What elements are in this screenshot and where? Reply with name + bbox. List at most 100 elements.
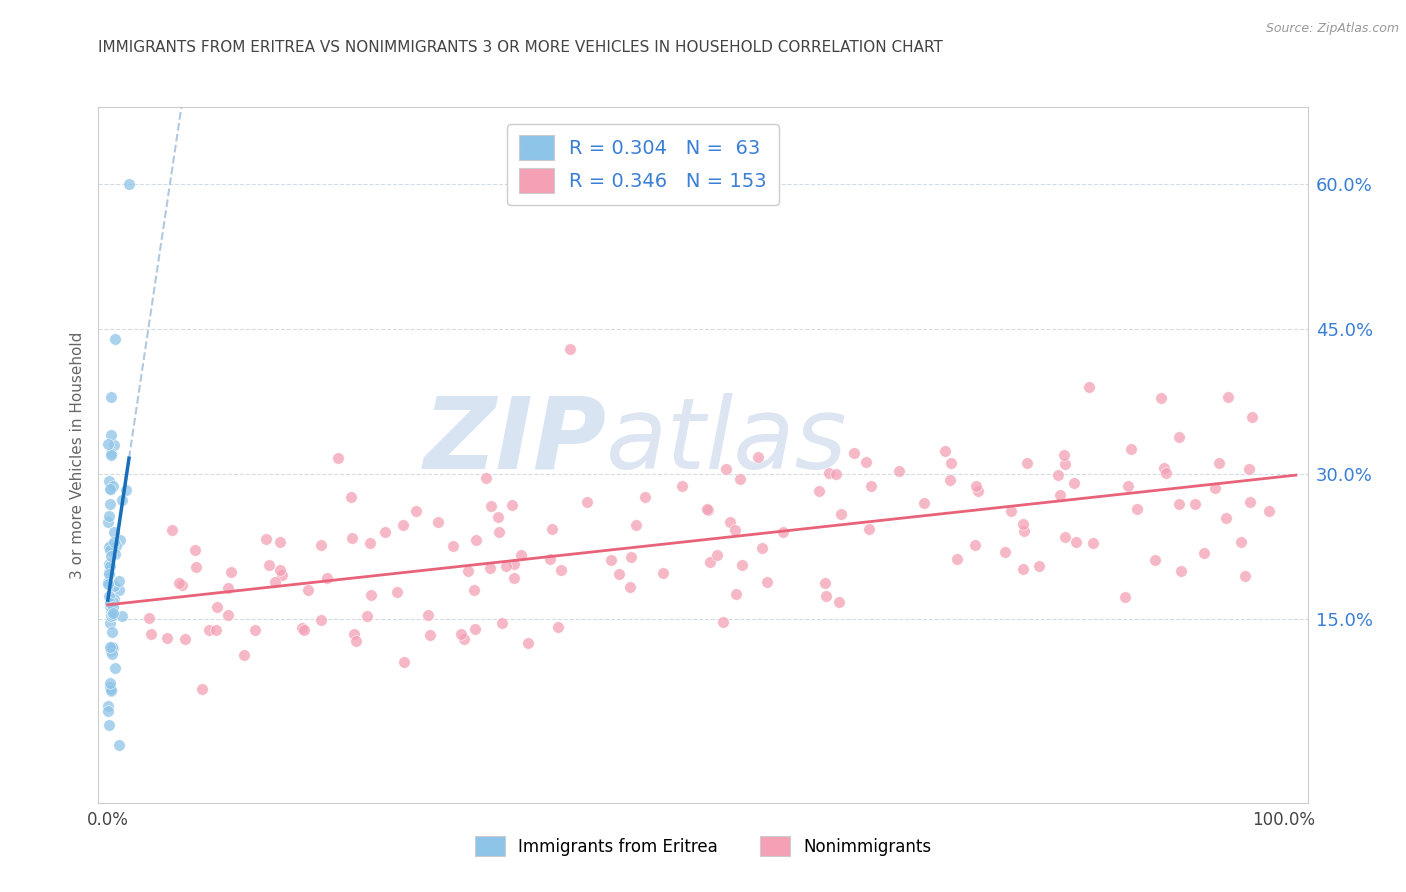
Point [100,549,122,564]
Point [1012,524,1035,538]
Text: Source: ZipAtlas.com: Source: ZipAtlas.com [1265,22,1399,36]
Point [97,437,120,451]
Point [1233,569,1256,583]
Point [100,428,122,442]
Point [464,622,486,636]
Point [356,608,378,623]
Point [416,607,439,622]
Legend: Immigrants from Eritrea, Nonimmigrants: Immigrants from Eritrea, Nonimmigrants [467,828,939,864]
Point [827,595,849,609]
Point [98,558,121,573]
Point [98,640,121,654]
Point [963,538,986,552]
Point [830,507,852,521]
Point [100,445,122,459]
Point [1239,495,1261,509]
Point [184,560,207,574]
Point [101,599,124,614]
Point [994,545,1017,559]
Point [575,495,598,509]
Point [1126,502,1149,516]
Point [652,566,675,580]
Point [291,621,314,635]
Point [1192,546,1215,560]
Point [98,676,121,690]
Point [98,718,121,732]
Point [858,522,880,536]
Point [706,548,728,562]
Point [517,636,540,650]
Point [1077,380,1099,394]
Point [100,684,122,698]
Point [174,632,197,646]
Point [699,555,721,569]
Point [711,615,734,629]
Point [912,496,935,510]
Point [457,564,479,578]
Point [97,577,120,591]
Point [725,587,748,601]
Point [101,479,124,493]
Point [503,557,526,571]
Point [609,566,631,581]
Point [1170,564,1192,578]
Point [297,582,319,597]
Point [104,332,127,346]
Point [634,490,657,504]
Point [392,518,415,533]
Point [98,599,121,613]
Point [887,464,910,478]
Point [104,660,127,674]
Point [1054,530,1077,544]
Point [453,632,475,646]
Point [100,596,122,610]
Point [97,516,120,530]
Point [103,606,125,620]
Point [1216,390,1239,404]
Point [619,580,641,594]
Point [101,595,124,609]
Point [624,518,647,533]
Point [108,574,131,588]
Text: ZIP: ZIP [423,392,606,490]
Text: atlas: atlas [606,392,848,490]
Point [100,647,122,661]
Point [600,553,623,567]
Point [97,575,120,590]
Point [198,624,221,638]
Point [97,565,120,579]
Point [967,484,990,499]
Point [110,533,132,547]
Point [495,559,517,574]
Point [105,539,128,553]
Point [844,446,866,460]
Point [965,479,987,493]
Point [419,628,441,642]
Text: IMMIGRANTS FROM ERITREA VS NONIMMIGRANTS 3 OR MORE VEHICLES IN HOUSEHOLD CORRELA: IMMIGRANTS FROM ERITREA VS NONIMMIGRANTS… [98,40,943,55]
Point [1047,467,1070,482]
Point [818,466,841,480]
Point [103,525,125,540]
Point [538,552,561,566]
Point [755,574,778,589]
Point [269,563,291,577]
Point [671,479,693,493]
Point [808,483,831,498]
Point [938,473,960,487]
Point [360,589,382,603]
Point [1215,511,1237,525]
Point [1240,409,1263,424]
Point [550,563,572,577]
Point [509,548,531,562]
Point [560,342,582,356]
Point [98,615,121,630]
Point [1011,516,1033,531]
Point [243,623,266,637]
Point [1116,478,1139,492]
Point [183,543,205,558]
Point [204,623,226,637]
Point [264,574,287,589]
Point [1066,534,1088,549]
Point [479,561,502,575]
Point [1168,430,1191,444]
